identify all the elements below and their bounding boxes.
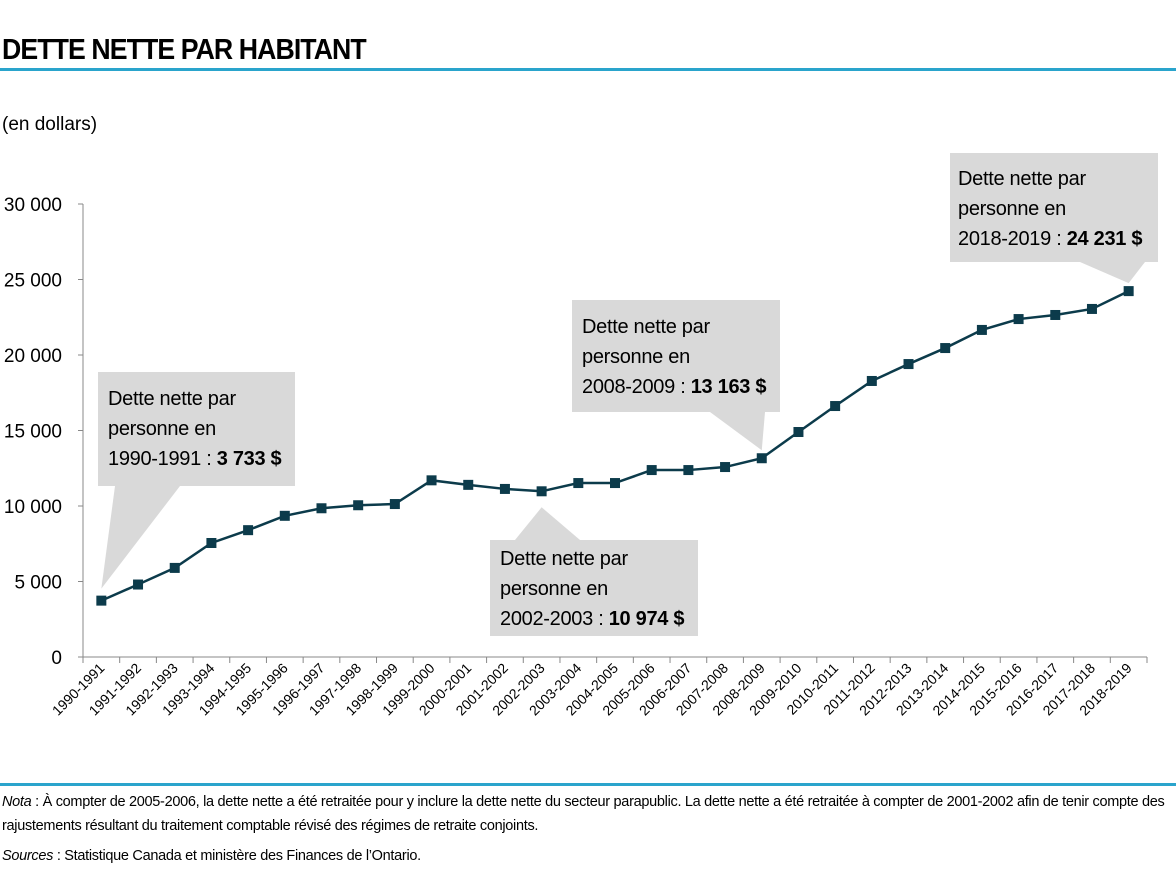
nota-text: : À compter de 2005-2006, la dette nette… (2, 794, 1165, 834)
data-point (573, 478, 584, 489)
callout-2008: Dette nette par personne en 2008-2009 : … (582, 312, 766, 402)
sources-text: : Statistique Canada et ministère des Fi… (53, 848, 421, 864)
data-point (169, 562, 180, 573)
callout-period: 2008-2009 : (582, 376, 686, 398)
callout-box (490, 540, 698, 636)
data-point (536, 486, 547, 497)
callout-2002: Dette nette par personne en 2002-2003 : … (500, 544, 684, 634)
callout-period: 1990-1991 : (108, 448, 212, 470)
data-point (976, 324, 987, 335)
callout-value: 13 163 $ (690, 376, 767, 398)
y-tick-label: 25 000 (4, 271, 62, 292)
callout-line: personne en (582, 346, 690, 368)
y-tick-label: 15 000 (4, 422, 62, 443)
y-tick-label: 30 000 (4, 195, 62, 216)
data-point (903, 359, 914, 370)
callout-1990: Dette nette par personne en 1990-1991 : … (108, 384, 282, 474)
callout-pointer (1080, 262, 1145, 284)
y-tick-label: 20 000 (4, 346, 62, 367)
data-point (1013, 314, 1024, 325)
footnote-nota: Nota : À compter de 2005-2006, la dette … (2, 790, 1176, 838)
data-point (463, 479, 474, 490)
callout-pointer (101, 486, 180, 589)
data-point (279, 510, 290, 521)
y-tick-label: 5 000 (14, 573, 62, 594)
callout-value: 10 974 $ (608, 608, 685, 630)
data-point (1123, 286, 1134, 297)
callout-line: Dette nette par (500, 548, 628, 570)
callout-value: 24 231 $ (1066, 228, 1143, 250)
callout-line: personne en (958, 198, 1066, 220)
callout-line: Dette nette par (958, 168, 1086, 190)
data-point (830, 401, 841, 412)
footnote-sources: Sources : Statistique Canada et ministèr… (2, 844, 421, 868)
data-point (353, 500, 364, 511)
data-point (206, 537, 217, 548)
data-point (683, 465, 694, 476)
data-point (96, 595, 107, 606)
callout-value: 3 733 $ (216, 448, 282, 470)
data-point (316, 503, 327, 514)
y-axis-label: (en dollars) (2, 114, 98, 135)
data-point (243, 525, 254, 536)
callout-line: Dette nette par (582, 316, 710, 338)
callout-line: personne en (500, 578, 608, 600)
y-tick-label: 0 (51, 648, 62, 669)
data-point (793, 427, 804, 438)
nota-label: Nota (2, 794, 32, 810)
callout-period: 2002-2003 : (500, 608, 604, 630)
callout-line: personne en (108, 418, 216, 440)
footnote-rule (0, 783, 1176, 786)
callout-pointer (515, 507, 580, 540)
data-point (646, 465, 657, 476)
callout-box (950, 153, 1158, 262)
y-tick-label: 10 000 (4, 497, 62, 518)
data-point (1086, 303, 1097, 314)
data-point (720, 462, 731, 473)
data-point (940, 343, 951, 354)
callout-pointer (710, 412, 765, 451)
callout-box (572, 300, 780, 412)
data-point (389, 499, 400, 510)
chart-title: DETTE NETTE PAR HABITANT (2, 34, 367, 66)
data-point (756, 453, 767, 464)
title-rule (0, 68, 1176, 71)
data-point (426, 475, 437, 486)
callout-period: 2018-2019 : (958, 228, 1062, 250)
data-point (1050, 309, 1061, 320)
data-point (499, 483, 510, 494)
data-point (133, 579, 144, 590)
sources-label: Sources (2, 848, 54, 864)
data-point (866, 375, 877, 386)
callout-box (98, 372, 295, 486)
data-point (610, 478, 620, 489)
callout-2018: Dette nette par personne en 2018-2019 : … (958, 164, 1142, 254)
callout-line: Dette nette par (108, 388, 236, 410)
